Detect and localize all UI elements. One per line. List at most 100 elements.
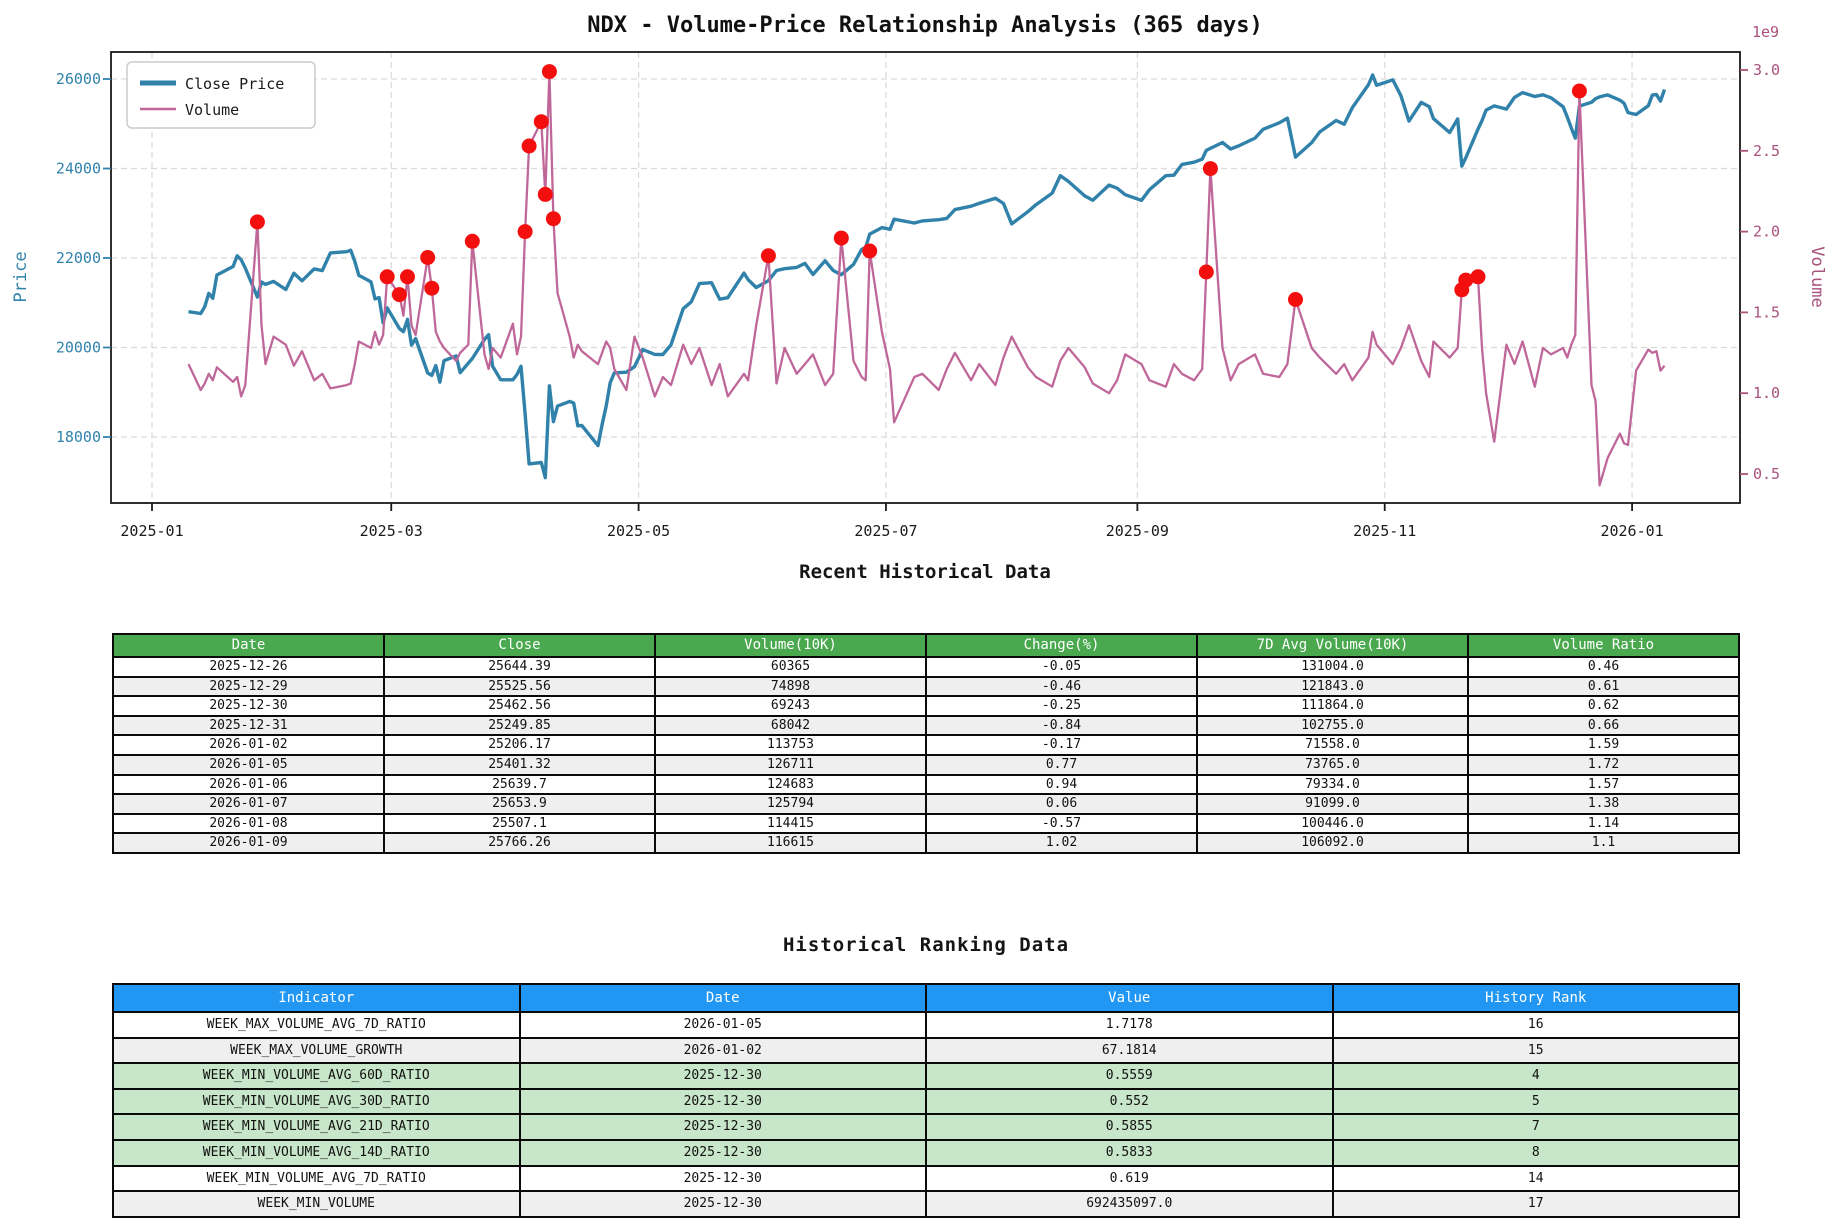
table-cell: 2025-12-26 bbox=[112, 656, 385, 678]
table-cell: 25206.17 bbox=[383, 734, 656, 756]
volume-spike-marker bbox=[517, 224, 533, 240]
price-tick-label: 26000 bbox=[56, 70, 101, 88]
table-cell: 2026-01-05 bbox=[518, 1011, 927, 1039]
table-cell: 0.5559 bbox=[925, 1062, 1334, 1090]
chart-title: NDX - Volume-Price Relationship Analysis… bbox=[587, 13, 1263, 38]
table-cell: 2025-12-29 bbox=[112, 675, 385, 698]
price-tick-label: 22000 bbox=[56, 249, 101, 267]
table-cell: 2026-01-05 bbox=[112, 753, 385, 776]
volume-spike-marker bbox=[1571, 83, 1587, 99]
volume-spike-marker bbox=[420, 250, 436, 265]
ranking-section-title: Historical Ranking Data bbox=[782, 934, 1070, 956]
table-cell: 116615 bbox=[654, 832, 927, 854]
table-cell: 25401.32 bbox=[383, 753, 656, 776]
column-header: Value bbox=[925, 983, 1334, 1013]
table-row: 2025-12-31 25249.85 68042 -0.84 102755.0 0.66 bbox=[112, 714, 1740, 737]
table-cell: 8 bbox=[1331, 1138, 1740, 1167]
table-cell: 2026-01-02 bbox=[112, 734, 385, 756]
table-cell: 73765.0 bbox=[1196, 753, 1469, 776]
volume-spike-marker bbox=[249, 214, 265, 230]
x-tick-label: 2025-09 bbox=[1106, 522, 1169, 540]
table-cell: 124683 bbox=[654, 773, 927, 796]
table-cell: 0.552 bbox=[925, 1087, 1334, 1116]
table-cell: WEEK_MIN_VOLUME_AVG_21D_RATIO bbox=[112, 1113, 521, 1141]
table-cell: 25644.39 bbox=[383, 656, 656, 678]
table-row: 2025-12-30 25462.56 69243 -0.25 111864.0 0.62 bbox=[112, 695, 1740, 717]
volume-spike-marker bbox=[1458, 272, 1474, 288]
table-cell: WEEK_MIN_VOLUME bbox=[112, 1190, 521, 1218]
volume-offset-label: 1e9 bbox=[1752, 23, 1779, 41]
table-cell: 79334.0 bbox=[1196, 773, 1469, 796]
table-cell: 2026-01-09 bbox=[112, 832, 385, 854]
volume-spike-marker bbox=[1198, 264, 1214, 280]
volume-line bbox=[187, 70, 1666, 487]
column-header: History Rank bbox=[1331, 983, 1740, 1013]
table-cell: 0.66 bbox=[1467, 714, 1740, 737]
volume-spike-marker bbox=[1202, 161, 1218, 177]
volume-tick-label: 1.5 bbox=[1753, 303, 1780, 321]
table-cell: WEEK_MIN_VOLUME_AVG_60D_RATIO bbox=[112, 1062, 521, 1090]
table-cell: 2026-01-08 bbox=[112, 812, 385, 835]
table-cell: 692435097.0 bbox=[925, 1190, 1334, 1218]
table-cell: 121843.0 bbox=[1196, 675, 1469, 698]
column-header: Close bbox=[383, 633, 656, 658]
volume-spike-marker bbox=[533, 114, 549, 130]
volume-price-chart: 2025-01 2025-03 2025-05 2025-07 2025-09 2025-… bbox=[11, 13, 1827, 583]
table-cell: 0.5833 bbox=[925, 1138, 1334, 1167]
table-cell: 25507.1 bbox=[383, 812, 656, 835]
x-tick-label: 2025-05 bbox=[607, 522, 670, 540]
x-tick-label: 2025-07 bbox=[854, 522, 917, 540]
table-row: 2026-01-02 25206.17 113753 -0.17 71558.0 1.59 bbox=[112, 734, 1740, 756]
table-cell: WEEK_MAX_VOLUME_AVG_7D_RATIO bbox=[112, 1011, 521, 1039]
legend-box bbox=[126, 61, 316, 129]
table-cell: 25525.56 bbox=[383, 675, 656, 698]
table-cell: 91099.0 bbox=[1196, 793, 1469, 815]
table-row: 2026-01-05 25401.32 126711 0.77 73765.0 1.72 bbox=[112, 753, 1740, 776]
volume-spike-marker bbox=[537, 186, 553, 202]
table-row: 2025-12-26 25644.39 60365 -0.05 131004.0 0.46 bbox=[112, 656, 1740, 678]
table-cell: 0.77 bbox=[925, 753, 1198, 776]
table-row: WEEK_MIN_VOLUME_AVG_21D_RATIO 2025-12-30 0… bbox=[112, 1113, 1740, 1141]
volume-spike-marker bbox=[862, 243, 878, 259]
table-cell: 1.7178 bbox=[925, 1011, 1334, 1039]
column-header: Volume Ratio bbox=[1467, 633, 1740, 658]
table-cell: WEEK_MIN_VOLUME_AVG_7D_RATIO bbox=[112, 1164, 521, 1193]
table-cell: 5 bbox=[1331, 1087, 1740, 1116]
ranking-table-wrap: Indicator Date Value History Rank WEEK_MAX_V… bbox=[112, 983, 1740, 1218]
table-cell: 2026-01-06 bbox=[112, 773, 385, 796]
table-cell: -0.25 bbox=[925, 695, 1198, 717]
table-cell: 125794 bbox=[654, 793, 927, 815]
table-cell: 25249.85 bbox=[383, 714, 656, 737]
table-cell: 4 bbox=[1331, 1062, 1740, 1090]
x-tick-label: 2025-01 bbox=[120, 522, 183, 540]
table-cell: 2025-12-30 bbox=[112, 695, 385, 717]
x-tick-label: 2025-11 bbox=[1353, 522, 1416, 540]
recent-data-table: Date Close Volume(10K) Change(%) 7D Avg Volu… bbox=[112, 633, 1740, 854]
table-cell: 1.59 bbox=[1467, 734, 1740, 756]
table-cell: WEEK_MIN_VOLUME_AVG_14D_RATIO bbox=[112, 1138, 521, 1167]
table-cell: 106092.0 bbox=[1196, 832, 1469, 854]
column-header: Change(%) bbox=[925, 633, 1198, 658]
table-cell: 2025-12-31 bbox=[112, 714, 385, 737]
close-price-line bbox=[188, 73, 1667, 480]
table-cell: 0.06 bbox=[925, 793, 1198, 815]
volume-tick-label: 3.0 bbox=[1753, 61, 1780, 79]
table-cell: 2026-01-02 bbox=[518, 1036, 927, 1065]
volume-spike-marker bbox=[541, 64, 557, 80]
column-header: Date bbox=[112, 633, 385, 658]
volume-spike-marker bbox=[760, 248, 776, 264]
volume-spike-marker bbox=[424, 280, 440, 296]
volume-spike-marker bbox=[833, 230, 849, 246]
table-row: WEEK_MIN_VOLUME_AVG_14D_RATIO 2025-12-30 0… bbox=[112, 1138, 1740, 1167]
price-tick-label: 24000 bbox=[56, 160, 101, 178]
table-cell: 102755.0 bbox=[1196, 714, 1469, 737]
table-cell: 17 bbox=[1331, 1190, 1740, 1218]
x-tick-label: 2025-03 bbox=[360, 522, 423, 540]
column-header: Indicator bbox=[112, 983, 521, 1013]
table-cell: 25462.56 bbox=[383, 695, 656, 717]
volume-spike-marker bbox=[379, 269, 395, 285]
legend-label-volume: Volume bbox=[185, 101, 239, 119]
table-cell: 2025-12-30 bbox=[518, 1190, 927, 1218]
table-row: 2026-01-07 25653.9 125794 0.06 91099.0 1.38 bbox=[112, 793, 1740, 815]
table-cell: WEEK_MIN_VOLUME_AVG_30D_RATIO bbox=[112, 1087, 521, 1116]
